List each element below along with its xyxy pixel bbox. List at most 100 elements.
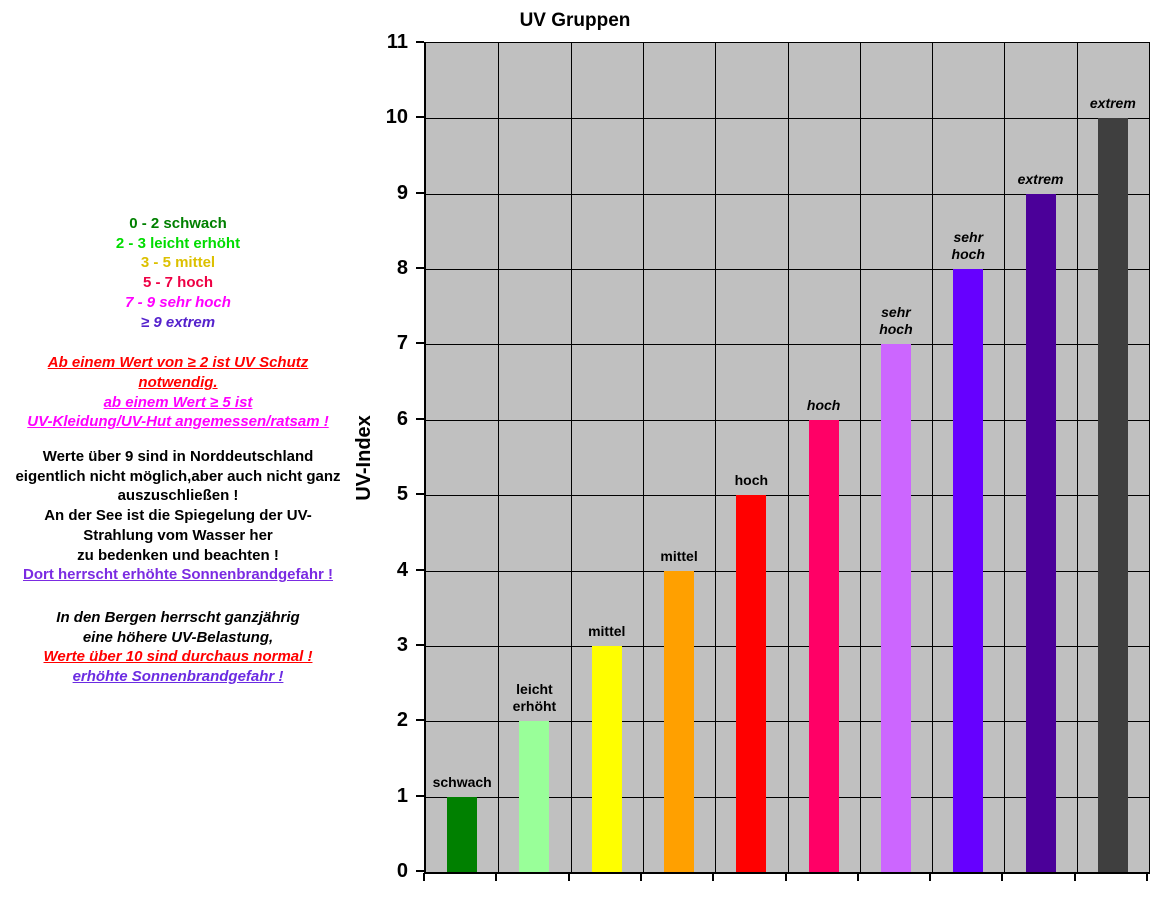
bar-uv-2 xyxy=(519,721,550,872)
note-line: Dort herrscht erhöhte Sonnenbrandgefahr … xyxy=(22,566,334,584)
y-axis-tick-label: 7 xyxy=(396,332,408,355)
bar-uv-10 xyxy=(1097,118,1128,872)
legend-line: 3 - 5 mittel xyxy=(140,254,216,272)
legend-line: 0 - 2 schwach xyxy=(129,215,227,232)
bar-label: hoch xyxy=(754,397,894,414)
y-axis-tick-mark xyxy=(416,191,424,194)
x-axis-tick-mark xyxy=(1001,873,1004,881)
protection-line: UV-Kleidung/UV-Hut angemessen/ratsam ! xyxy=(27,413,329,431)
y-axis-tick-mark xyxy=(416,41,424,43)
x-axis-tick-mark xyxy=(712,873,715,881)
bar-uv-1 xyxy=(447,796,478,872)
bar-label-line: hoch xyxy=(879,321,913,338)
gridline-vertical xyxy=(787,43,789,872)
y-axis-tick-label: 8 xyxy=(396,257,408,280)
y-axis-tick-mark xyxy=(416,493,424,496)
bar-label: mittel xyxy=(537,623,677,640)
y-axis-tick-label: 11 xyxy=(386,31,408,53)
legend-line: 7 - 9 sehr hoch xyxy=(125,293,231,311)
x-axis-tick-mark xyxy=(495,873,498,881)
bar-uv-5 xyxy=(736,495,767,872)
bar-uv-6 xyxy=(808,419,839,872)
bar-label: schwach xyxy=(392,774,532,791)
bar-uv-3 xyxy=(591,645,622,872)
bar-label-line: hoch xyxy=(734,472,769,489)
protection-line: notwendig. xyxy=(138,373,218,391)
note-line: Werte über 9 sind in Norddeutschland xyxy=(42,448,314,466)
info-panel: 0 - 2 schwach 2 - 3 leicht erhöht 3 - 5 mi… xyxy=(8,214,348,687)
note-line: erhöhte Sonnenbrandgefahr ! xyxy=(72,668,284,686)
bar-label: extrem xyxy=(971,171,1111,188)
bar-uv-9 xyxy=(1025,193,1056,872)
note-line: Strahlung vom Wasser her xyxy=(83,526,273,544)
plot-area: schwach leicht erhöht mittel mittel hoch hoch s… xyxy=(424,42,1150,874)
y-axis-tick-mark xyxy=(416,870,424,872)
x-axis-tick-mark xyxy=(567,873,570,881)
x-axis-tick-mark xyxy=(639,873,642,881)
y-axis-tick-mark xyxy=(416,116,424,119)
gridline-vertical xyxy=(715,43,717,872)
note-line: eigentlich nicht möglich,aber auch nicht… xyxy=(15,467,341,485)
y-axis-tick-label: 10 xyxy=(385,106,408,129)
y-axis-tick-label: 1 xyxy=(396,784,408,807)
bar-uv-7 xyxy=(880,344,911,872)
north-germany-notes: Werte über 9 sind in Norddeutschland eige… xyxy=(8,447,348,585)
gridline-vertical xyxy=(570,43,572,872)
gridline-vertical xyxy=(1076,43,1078,872)
legend-line: 2 - 3 leicht erhöht xyxy=(115,234,241,252)
legend-line: ≥ 9 extrem xyxy=(140,313,216,331)
note-line: zu bedenken und beachten ! xyxy=(77,546,279,564)
legend-line: 5 - 7 hoch xyxy=(142,274,213,292)
bar-label-line: schwach xyxy=(432,773,492,790)
y-axis-tick-mark xyxy=(416,568,424,571)
chart-title: UV Gruppen xyxy=(519,10,631,31)
note-line: auszuschließen ! xyxy=(117,487,239,505)
bar-label-line: leicht xyxy=(516,681,553,698)
bar-label: sehr hoch xyxy=(826,304,966,338)
gridline-vertical xyxy=(859,43,861,872)
bar-label: mittel xyxy=(609,548,749,565)
gridline-vertical xyxy=(932,43,934,872)
note-line: In den Bergen herrscht ganzjährig xyxy=(56,608,300,626)
y-axis-tick-label: 4 xyxy=(396,558,408,581)
bar-label: leicht erhöht xyxy=(464,681,604,715)
bar-label-line: mittel xyxy=(588,622,626,639)
bar-label: sehr hoch xyxy=(898,229,1038,263)
protection-line: Ab einem Wert von ≥ 2 ist UV Schutz xyxy=(47,354,309,372)
bar-label: extrem xyxy=(1043,95,1152,112)
protection-line: ab einem Wert ≥ 5 ist xyxy=(103,393,253,411)
x-axis-tick-mark xyxy=(856,873,859,881)
bar-label-line: erhöht xyxy=(512,698,557,715)
y-axis-tick-mark xyxy=(416,267,424,270)
bar-label-line: extrem xyxy=(1017,170,1064,187)
y-axis-tick-label: 3 xyxy=(396,633,408,656)
x-axis-tick-mark xyxy=(1073,873,1076,881)
bar-label-line: sehr xyxy=(881,304,911,321)
bar-label-line: hoch xyxy=(951,246,985,263)
bar-label-line: hoch xyxy=(806,396,841,413)
y-axis-tick-label: 2 xyxy=(396,709,408,732)
bar-uv-4 xyxy=(664,570,695,872)
x-axis-tick-mark xyxy=(423,873,425,881)
y-axis-tick-mark xyxy=(416,643,424,646)
x-axis-tick-mark xyxy=(784,873,787,881)
gridline-vertical xyxy=(498,43,500,872)
bar-label: hoch xyxy=(681,472,821,489)
uv-scale-legend: 0 - 2 schwach 2 - 3 leicht erhöht 3 - 5 mi… xyxy=(8,214,348,332)
bar-label-line: sehr xyxy=(953,229,984,246)
note-line: eine höhere UV-Belastung, xyxy=(82,628,274,646)
note-line: Werte über 10 sind durchaus normal ! xyxy=(43,648,313,666)
y-axis-tick-label: 6 xyxy=(396,407,408,430)
protection-notes: Ab einem Wert von ≥ 2 ist UV Schutz notwe… xyxy=(8,353,348,432)
y-axis-tick-label: 5 xyxy=(396,483,408,506)
y-axis-tick-label: 9 xyxy=(396,181,408,204)
y-axis-tick-mark xyxy=(416,719,424,722)
y-axis-tick-mark xyxy=(416,342,424,345)
gridline-vertical xyxy=(1004,43,1006,872)
bar-label-line: extrem xyxy=(1089,95,1136,112)
mountain-notes: In den Bergen herrscht ganzjährig eine hö… xyxy=(8,608,348,687)
bar-label-line: mittel xyxy=(660,547,698,564)
note-line: An der See ist die Spiegelung der UV- xyxy=(44,507,312,525)
y-axis-title: UV-Index xyxy=(353,415,375,501)
gridline-vertical xyxy=(642,43,644,872)
